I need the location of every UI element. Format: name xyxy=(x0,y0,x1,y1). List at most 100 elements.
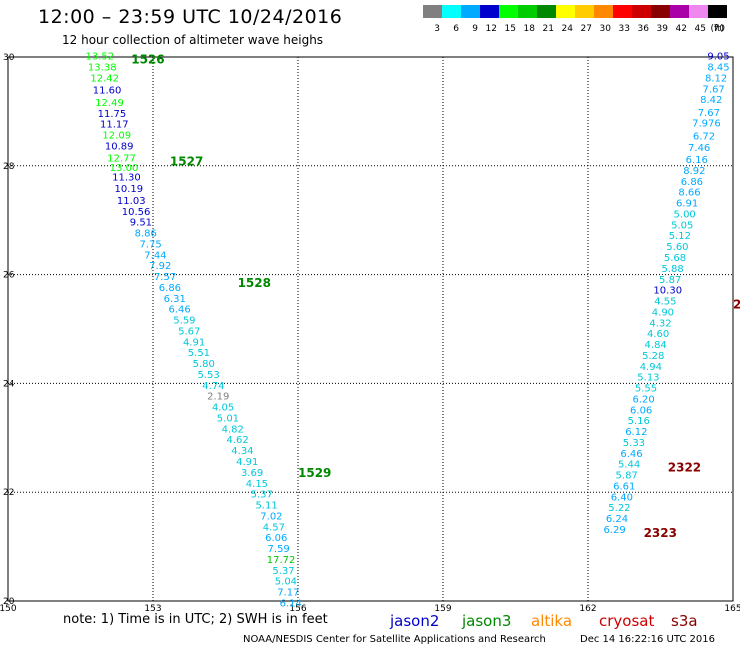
pass-time-label: 1528 xyxy=(238,276,271,290)
legend-tick-label: 24 xyxy=(562,24,574,34)
legend-swatch xyxy=(480,5,499,18)
swh-point: 6.31 xyxy=(164,294,186,305)
legend-tick-label: 21 xyxy=(543,24,554,34)
legend-swatch xyxy=(556,5,575,18)
swh-point: 7.976 xyxy=(692,119,721,130)
swh-point: 5.55 xyxy=(635,384,657,395)
swh-point: 12.09 xyxy=(102,131,131,142)
swh-point: 5.16 xyxy=(628,416,650,427)
legend-swatch xyxy=(537,5,556,18)
swh-point: 4.57 xyxy=(263,522,285,533)
x-tick-label: 156 xyxy=(289,604,306,614)
swh-point: 4.90 xyxy=(652,307,674,318)
legend-tick-label: 33 xyxy=(619,24,630,34)
swh-point: 7.17 xyxy=(277,588,299,599)
swh-point: 6.06 xyxy=(630,405,652,416)
chart-title: 12:00 – 23:59 UTC 10/24/2016 xyxy=(38,6,343,28)
legend-swatch xyxy=(575,5,594,18)
swh-point: 9.51 xyxy=(130,218,152,229)
swh-point: 11.60 xyxy=(93,85,122,96)
footer-credit: NOAA/NESDIS Center for Satellite Applica… xyxy=(243,634,546,645)
swh-point: 6.91 xyxy=(676,199,698,210)
swh-point: 12.49 xyxy=(95,98,124,109)
swh-point: 7.75 xyxy=(139,239,161,250)
legend-swatch xyxy=(442,5,461,18)
swh-point: 6.20 xyxy=(632,394,654,405)
sat-cryosat: cryosat xyxy=(599,612,655,630)
legend-swatch xyxy=(651,5,670,18)
legend-swatch xyxy=(708,5,727,18)
swh-point: 5.12 xyxy=(669,231,691,242)
swh-point: 11.75 xyxy=(98,109,127,120)
y-tick-label: 26 xyxy=(3,271,15,281)
swh-point: 7.46 xyxy=(688,143,710,154)
swh-point: 4.05 xyxy=(212,403,234,414)
swh-point: 12.77 xyxy=(107,153,136,164)
swh-point: 10.56 xyxy=(122,207,151,218)
swh-point: 6.29 xyxy=(603,525,625,536)
swh-point: 17.72 xyxy=(267,555,296,566)
swh-point: 6.46 xyxy=(620,449,642,460)
swh-point: 5.33 xyxy=(623,438,645,449)
swh-point: 5.53 xyxy=(197,370,219,381)
legend-tick-label: 70 xyxy=(714,24,726,34)
x-tick-label: 165 xyxy=(724,604,740,614)
sat-altika: altika xyxy=(531,612,573,630)
pass-time-label: 2321 xyxy=(733,298,740,312)
plot-axes: 150 153 156 159 162 165 20 22 24 26 28 30 xyxy=(0,53,740,614)
swh-point: 6.12 xyxy=(625,427,647,438)
legend-tick-label: 15 xyxy=(505,24,516,34)
footer-generated: Dec 14 16:22:16 UTC 2016 xyxy=(580,634,715,645)
swh-point: 6.16 xyxy=(686,155,708,166)
swh-point: 4.62 xyxy=(226,435,248,446)
swh-point: 7.67 xyxy=(703,84,725,95)
legend-swatch xyxy=(632,5,651,18)
swh-point: 6.86 xyxy=(159,283,181,294)
swh-point: 5.01 xyxy=(217,413,239,424)
swh-point: 5.00 xyxy=(674,209,696,220)
swh-point: 5.11 xyxy=(255,501,277,512)
swh-point: 6.61 xyxy=(613,481,635,492)
plot-frame xyxy=(7,56,734,602)
swh-point: 5.51 xyxy=(188,348,210,359)
swh-point: 5.67 xyxy=(178,326,200,337)
legend-tick-label: 18 xyxy=(524,24,536,34)
swh-point: 7.57 xyxy=(154,272,176,283)
swh-point: 5.60 xyxy=(666,242,688,253)
swh-point: 2.19 xyxy=(207,392,229,403)
y-tick-label: 22 xyxy=(3,488,14,498)
legend-tick-label: 39 xyxy=(657,24,669,34)
swh-point: 11.03 xyxy=(117,196,146,207)
legend-swatch xyxy=(613,5,632,18)
pass-time-label: 1527 xyxy=(170,154,203,168)
legend-tick-label: 12 xyxy=(486,24,497,34)
chart-subtitle: 12 hour collection of altimeter wave hei… xyxy=(62,33,324,47)
sat-s3a: s3a xyxy=(671,612,698,630)
legend-swatch xyxy=(423,5,442,18)
swh-point: 4.32 xyxy=(649,318,671,329)
swh-point: 5.87 xyxy=(659,275,681,286)
footer-note: note: 1) Time is in UTC; 2) SWH is in fe… xyxy=(63,612,328,627)
swh-point: 5.22 xyxy=(608,503,630,514)
swh-point: 8.12 xyxy=(705,73,727,84)
legend-unit-label: (ft) xyxy=(710,24,724,34)
swh-point: 5.13 xyxy=(637,373,659,384)
swh-point: 7.44 xyxy=(144,250,166,261)
legend-tick-label: 45 xyxy=(695,24,706,34)
swh-point: 6.06 xyxy=(265,533,287,544)
swh-point: 8.45 xyxy=(707,63,729,74)
sat-jason2: jason2 xyxy=(390,612,440,630)
color-legend: 3 6 9 12 15 18 21 24 27 30 33 36 39 42 45 70(ft) xyxy=(423,5,727,34)
legend-swatch xyxy=(461,5,480,18)
legend-tick-label: 42 xyxy=(676,24,687,34)
swh-point: 5.37 xyxy=(251,490,273,501)
swh-point: 10.30 xyxy=(653,286,682,297)
swh-point: 13.00 xyxy=(110,163,139,174)
swh-point: 4.84 xyxy=(645,340,667,351)
x-tick-label: 159 xyxy=(434,604,451,614)
swh-point: 5.05 xyxy=(671,220,693,231)
swh-point: 6.24 xyxy=(606,514,628,525)
legend-swatch xyxy=(499,5,518,18)
swh-point: 5.28 xyxy=(642,351,664,362)
